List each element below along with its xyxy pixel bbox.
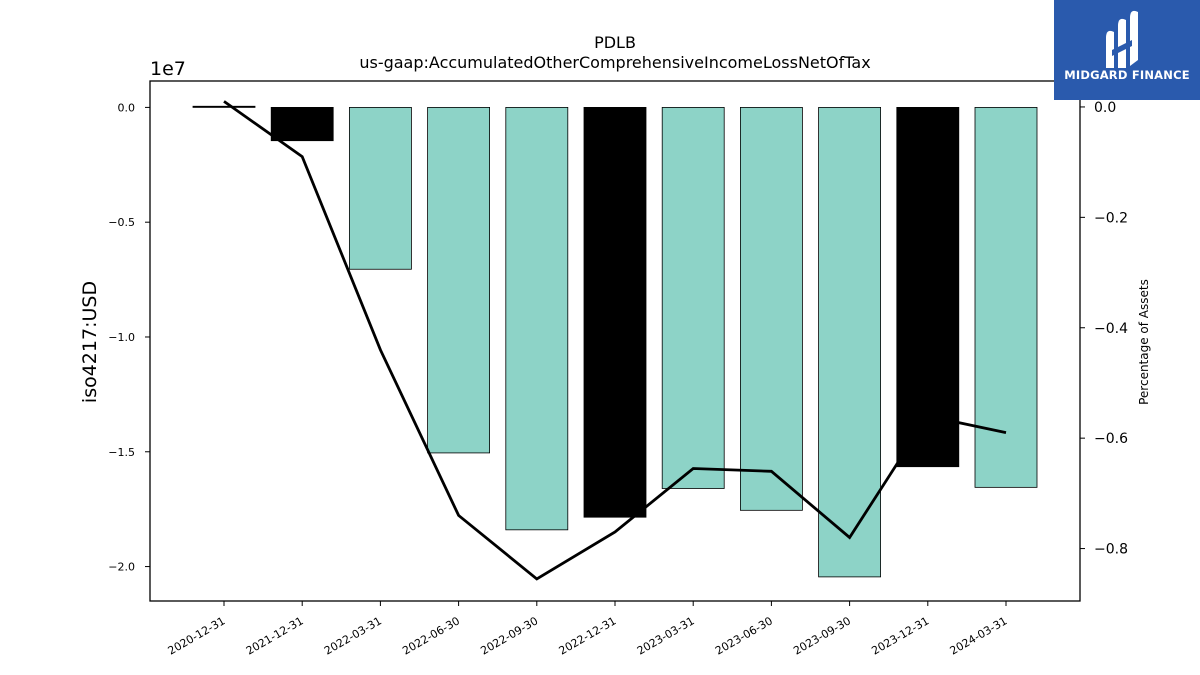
y-tick-label: −0.5 xyxy=(108,216,135,229)
y-axis-exponent: 1e7 xyxy=(150,58,186,80)
x-tick-label: 2020-12-31 xyxy=(166,614,228,657)
bar-2021-12-31 xyxy=(270,107,334,142)
x-tick-label: 2022-06-30 xyxy=(400,614,462,657)
bar-2022-12-31 xyxy=(583,107,647,518)
logo-mark-icon xyxy=(1106,10,1138,68)
x-tick-label: 2023-09-30 xyxy=(791,614,853,657)
bar-2020-12-31 xyxy=(192,105,256,108)
x-tick-label: 2023-03-31 xyxy=(635,614,697,657)
y-axis-label: iso4217:USD xyxy=(79,281,101,403)
y2-tick-label: −0.4 xyxy=(1094,321,1128,337)
y2-tick-label: −0.6 xyxy=(1094,431,1128,447)
y-tick-label: −2.0 xyxy=(108,561,135,574)
x-tick-label: 2023-06-30 xyxy=(713,614,775,657)
bars xyxy=(192,105,1038,578)
bar-2022-03-31 xyxy=(348,107,412,270)
x-tick-label: 2022-09-30 xyxy=(478,614,540,657)
chart-title: PDLB xyxy=(594,33,636,52)
x-tick-label: 2022-12-31 xyxy=(557,614,619,657)
percentage-series-line xyxy=(223,100,1007,581)
y-tick-label: −1.0 xyxy=(108,331,135,344)
y-tick-label: 0.0 xyxy=(118,101,136,114)
y2-axis-label: Percentage of Assets xyxy=(1137,279,1151,405)
y2-tick-label: −0.8 xyxy=(1094,542,1128,558)
bar-2023-06-30 xyxy=(740,107,803,511)
x-tick-label: 2023-12-31 xyxy=(869,614,931,657)
bar-2023-03-31 xyxy=(661,107,725,489)
y2-tick-label: −0.2 xyxy=(1094,210,1128,226)
percentage-line xyxy=(223,100,1007,581)
logo-text: MIDGARD FINANCE xyxy=(1064,68,1190,82)
chart-subtitle: us-gaap:AccumulatedOtherComprehensiveInc… xyxy=(359,53,870,72)
midgard-finance-logo: MIDGARD FINANCE xyxy=(1054,0,1200,100)
x-tick-label: 2024-03-31 xyxy=(948,614,1010,657)
y-tick-label: −1.5 xyxy=(108,446,135,459)
bar-2022-09-30 xyxy=(505,107,569,531)
bar-2024-03-31 xyxy=(974,107,1038,488)
bar-2023-12-31 xyxy=(896,107,960,468)
x-tick-label: 2022-03-31 xyxy=(322,614,384,657)
bar-2022-06-30 xyxy=(427,107,491,454)
x-tick-label: 2021-12-31 xyxy=(244,614,306,657)
bar-2023-09-30 xyxy=(818,107,881,578)
y2-tick-label: 0.0 xyxy=(1094,100,1116,116)
